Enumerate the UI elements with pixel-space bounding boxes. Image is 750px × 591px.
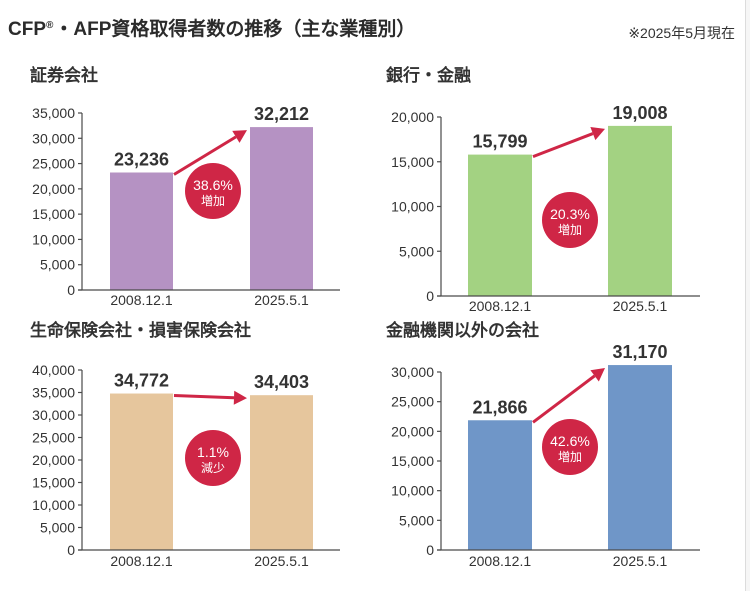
y-tick-label: 5,000 [399, 512, 434, 528]
value-label: 34,772 [114, 371, 169, 391]
value-label: 34,403 [254, 372, 309, 392]
y-tick-label: 20,000 [391, 423, 434, 439]
value-label: 32,212 [254, 104, 309, 124]
title-cfp: CFP [8, 19, 46, 40]
x-tick-label: 2008.12.1 [469, 298, 531, 314]
change-badge: 38.6%増加 [185, 163, 241, 219]
change-arrow [532, 368, 605, 424]
change-direction: 増加 [558, 223, 582, 237]
y-tick-label: 0 [67, 282, 75, 298]
x-tick-label: 2025.5.1 [613, 298, 668, 314]
x-tick-label: 2008.12.1 [110, 553, 172, 569]
chart-securities: 証券会社 23,236 2008.12.1 32,212 2025.5.1 0 5,000 1… [30, 65, 340, 308]
chart-insurance: 生命保険会社・損害保険会社 34,772 2008.12.1 34,403 2025.5… [30, 320, 340, 569]
page-title: CFP®・AFP資格取得者数の推移（主な業種別） [8, 17, 415, 43]
y-tick-label: 15,000 [391, 154, 434, 170]
bar [250, 127, 313, 291]
y-tick-label: 5,000 [399, 243, 434, 259]
arrow-shaft [173, 135, 237, 176]
bar [250, 395, 313, 550]
value-label: 21,866 [472, 397, 527, 417]
y-tick-label: 25,000 [32, 430, 75, 446]
title-rest: ・AFP資格取得者数の推移（主な業種別） [54, 19, 416, 40]
y-tick-label: 0 [426, 542, 434, 558]
y-tick-label: 15,000 [391, 453, 434, 469]
change-direction: 増加 [201, 194, 225, 208]
page-edge-border [745, 0, 750, 591]
bar [110, 172, 173, 290]
arrow-head [590, 368, 605, 382]
change-badge: 42.6%増加 [542, 419, 598, 475]
change-rate: 38.6% [193, 177, 233, 193]
bar [468, 420, 532, 550]
value-label: 23,236 [114, 149, 169, 169]
y-tick-label: 10,000 [32, 231, 75, 247]
y-tick-label: 15,000 [32, 475, 75, 491]
change-direction: 増加 [558, 450, 582, 464]
change-rate: 20.3% [550, 206, 590, 222]
change-arrow [173, 390, 247, 405]
arrow-head [590, 127, 605, 141]
arrow-head [232, 130, 247, 143]
value-label: 31,170 [612, 342, 667, 362]
change-rate: 1.1% [197, 444, 229, 460]
y-tick-label: 5,000 [40, 257, 75, 273]
arrow-head [233, 390, 247, 405]
chart-title: 銀行・金融 [386, 65, 471, 85]
chart-title: 生命保険会社・損害保険会社 [30, 320, 251, 340]
y-tick-label: 10,000 [32, 497, 75, 513]
y-tick-label: 25,000 [391, 394, 434, 410]
x-tick-label: 2025.5.1 [254, 553, 309, 569]
badge-circle [542, 419, 598, 475]
bar [608, 365, 672, 550]
chart-title: 金融機関以外の会社 [385, 320, 539, 340]
y-tick-label: 20,000 [32, 181, 75, 197]
chart-title: 証券会社 [30, 65, 98, 85]
y-tick-label: 0 [67, 542, 75, 558]
value-label: 15,799 [472, 132, 527, 152]
change-badge: 20.3%増加 [542, 192, 598, 248]
registered-mark: ® [46, 19, 54, 31]
chart-banking-finance: 銀行・金融 15,799 2008.12.1 19,008 2025.5.1 0 5,000… [386, 65, 700, 314]
y-tick-label: 20,000 [391, 109, 434, 125]
y-tick-label: 25,000 [32, 156, 75, 172]
x-tick-label: 2008.12.1 [469, 553, 531, 569]
change-rate: 42.6% [550, 433, 590, 449]
bar [110, 393, 173, 550]
x-tick-label: 2025.5.1 [613, 553, 668, 569]
y-tick-label: 30,000 [32, 130, 75, 146]
x-tick-label: 2025.5.1 [254, 292, 309, 308]
y-tick-label: 0 [426, 288, 434, 304]
y-tick-label: 10,000 [391, 483, 434, 499]
y-tick-label: 10,000 [391, 199, 434, 215]
y-tick-label: 35,000 [32, 385, 75, 401]
y-tick-label: 30,000 [391, 364, 434, 380]
change-direction: 減少 [201, 460, 225, 475]
arrow-shaft [173, 394, 235, 400]
chart-non-financial-companies: 金融機関以外の会社 21,866 2008.12.1 31,170 2025.5.1 0 5… [385, 320, 700, 569]
change-badge: 1.1%減少 [185, 430, 241, 486]
as-of-date-note: ※2025年5月現在 [628, 25, 735, 41]
arrow-shaft [532, 132, 594, 158]
value-label: 19,008 [612, 103, 667, 123]
arrow-shaft [532, 374, 596, 424]
bar [608, 125, 672, 296]
x-tick-label: 2008.12.1 [110, 292, 172, 308]
y-tick-label: 15,000 [32, 206, 75, 222]
badge-circle [185, 430, 241, 486]
badge-circle [542, 192, 598, 248]
y-tick-label: 35,000 [32, 105, 75, 121]
y-tick-label: 20,000 [32, 452, 75, 468]
y-tick-label: 40,000 [32, 362, 75, 378]
change-arrow [173, 130, 247, 176]
badge-circle [185, 163, 241, 219]
bar [468, 154, 532, 296]
y-tick-label: 5,000 [40, 520, 75, 536]
change-arrow [532, 127, 605, 158]
y-tick-label: 30,000 [32, 407, 75, 423]
